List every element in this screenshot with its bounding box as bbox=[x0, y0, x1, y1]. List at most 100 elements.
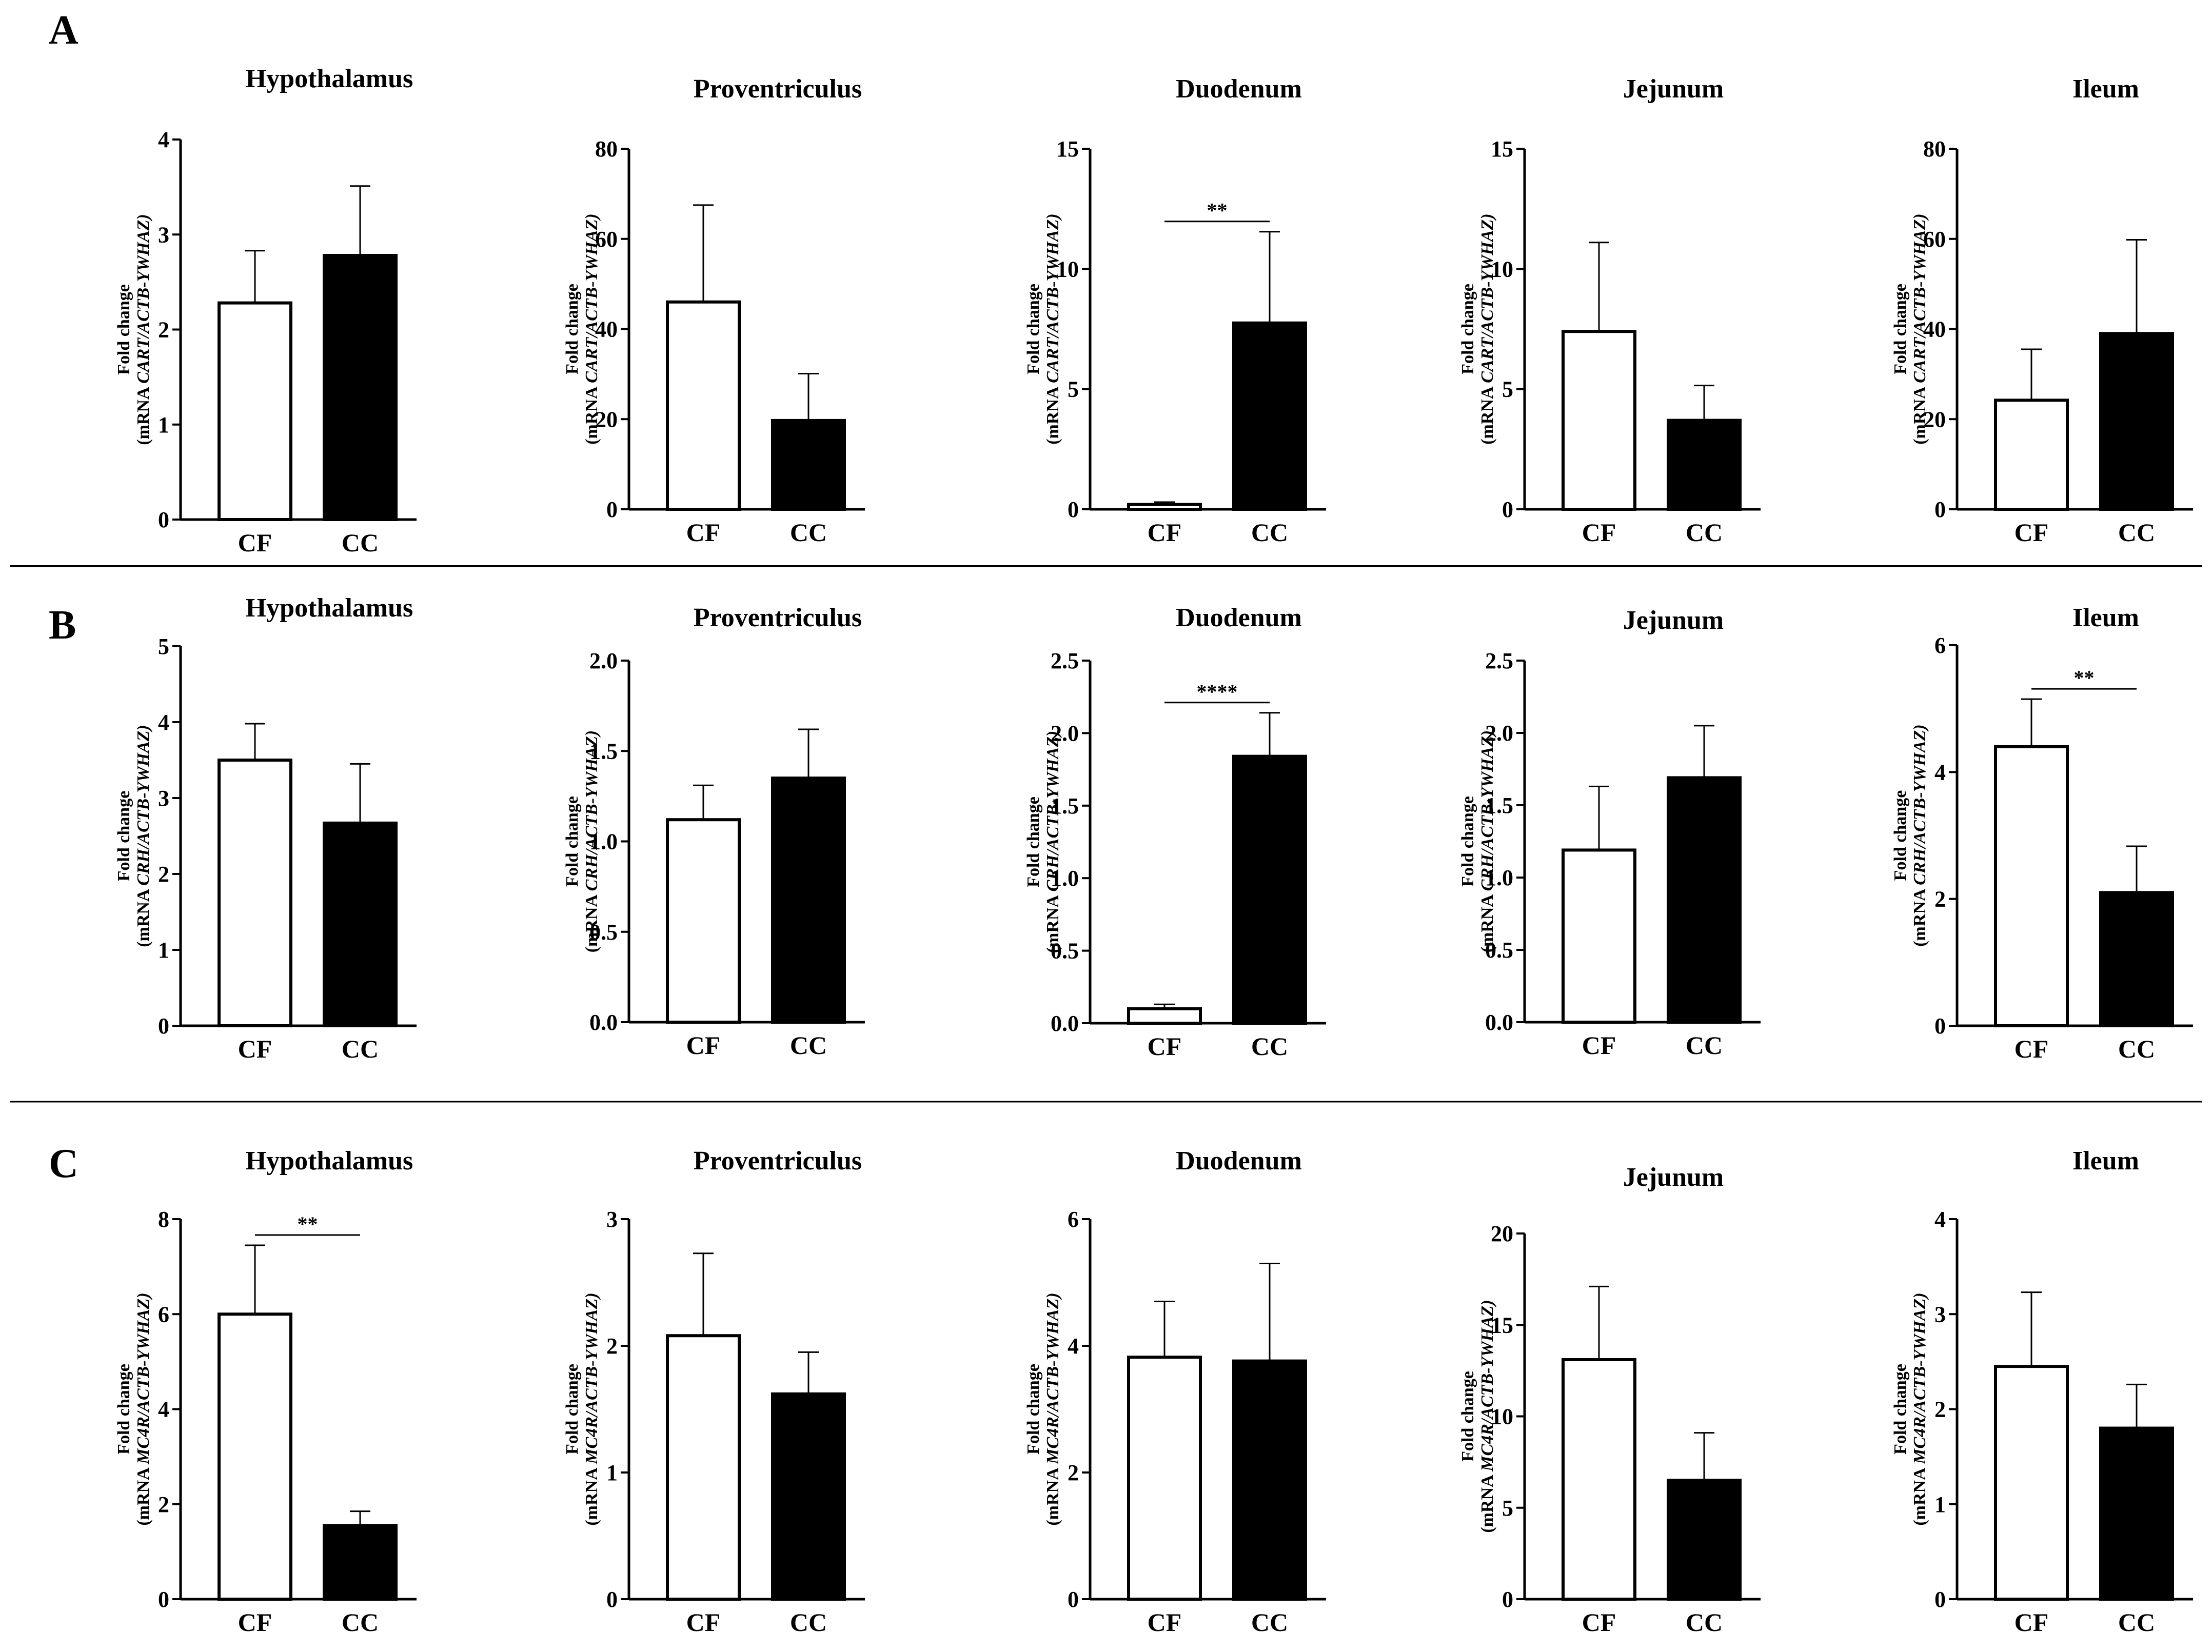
bar-cf bbox=[1562, 848, 1636, 1024]
bar-cf bbox=[1562, 330, 1636, 511]
y-tick-label: 0 bbox=[1502, 1587, 1513, 1612]
y-tick-label: 1.5 bbox=[1485, 793, 1513, 818]
y-tick-label: 1.0 bbox=[1485, 865, 1513, 890]
y-tick-label: 40 bbox=[1923, 317, 1946, 342]
bar-cc bbox=[323, 254, 398, 521]
category-label-cf: CF bbox=[686, 518, 721, 547]
y-tick-label: 5 bbox=[1502, 377, 1513, 402]
category-label-cf: CF bbox=[2014, 1034, 2049, 1063]
bar-cc bbox=[1232, 754, 1307, 1025]
chart-b-proventriculus: Proventriculus Fold change(mRNA CRH/ACTB-… bbox=[563, 603, 865, 1060]
chart-b-duodenum: Duodenum Fold change(mRNA CRH/ACTB-YWHAZ)… bbox=[1024, 603, 1326, 1061]
chart-c-proventriculus: Proventriculus Fold change(mRNA MC4R/ACTB… bbox=[563, 1146, 865, 1637]
y-tick-label: 1 bbox=[158, 938, 169, 963]
significance-label: **** bbox=[1197, 680, 1238, 703]
bar-cc bbox=[771, 777, 846, 1024]
y-tick-label: 2.5 bbox=[1485, 648, 1513, 673]
y-tick-label: 2 bbox=[1934, 887, 1946, 912]
significance-label: ** bbox=[2074, 666, 2095, 689]
category-label-cc: CC bbox=[1251, 518, 1288, 547]
significance-label: ** bbox=[298, 1212, 318, 1236]
y-tick-label: 20 bbox=[595, 407, 618, 432]
category-label-cf: CF bbox=[1148, 1032, 1182, 1061]
chart-a-ileum: Ileum Fold change(mRNA CART/ACTB-YWHAZ) 0 2… bbox=[1891, 74, 2193, 547]
chart-title: Duodenum bbox=[1176, 603, 1302, 632]
bar-cc bbox=[323, 821, 398, 1027]
panel-letter-b: B bbox=[49, 603, 76, 648]
bar-cf bbox=[1127, 503, 1202, 511]
y-tick-label: 3 bbox=[1934, 1302, 1946, 1327]
y-tick-label: 2.0 bbox=[589, 648, 618, 673]
y-axis-label: Fold change(mRNA CART/ACTB-YWHAZ) bbox=[1891, 213, 1929, 445]
category-label-cc: CC bbox=[1686, 1608, 1723, 1637]
category-label-cc: CC bbox=[1251, 1032, 1288, 1061]
panel-letter-c: C bbox=[49, 1141, 78, 1186]
charts: Hypothalamus Fold change(mRNA CART/ACTB-Y… bbox=[114, 64, 2193, 1637]
category-label-cc: CC bbox=[1686, 1031, 1723, 1060]
category-label-cc: CC bbox=[342, 1034, 379, 1063]
y-tick-label: 10 bbox=[1491, 1404, 1513, 1429]
panel-letters: A B C bbox=[49, 8, 78, 1186]
category-label-cf: CF bbox=[238, 1608, 272, 1637]
y-tick-label: 4 bbox=[158, 127, 169, 152]
panel-dividers bbox=[10, 565, 2202, 1103]
y-tick-label: 1 bbox=[1934, 1492, 1946, 1517]
y-tick-label: 15 bbox=[1056, 136, 1079, 162]
bar-cf bbox=[1127, 1356, 1202, 1601]
bar-cf bbox=[1994, 1365, 2069, 1601]
y-tick-label: 60 bbox=[1923, 227, 1946, 252]
category-label-cc: CC bbox=[1251, 1608, 1288, 1637]
y-tick-label: 0.5 bbox=[589, 920, 618, 945]
bar-cf bbox=[1994, 745, 2069, 1028]
y-tick-label: 2 bbox=[1068, 1460, 1079, 1485]
y-tick-label: 2 bbox=[158, 317, 169, 343]
y-tick-label: 15 bbox=[1491, 136, 1513, 162]
y-tick-label: 20 bbox=[1923, 407, 1946, 432]
y-tick-label: 0 bbox=[606, 1587, 618, 1612]
y-axis-label: Fold change(mRNA MC4R/ACTB-YWHAZ) bbox=[1458, 1300, 1497, 1532]
bar-cc bbox=[2099, 332, 2174, 511]
y-tick-label: 1 bbox=[158, 412, 169, 437]
y-axis-label: Fold change(mRNA CRH/ACTB-YWHAZ) bbox=[1024, 731, 1062, 953]
y-tick-label: 0 bbox=[1068, 1587, 1079, 1612]
y-tick-label: 2 bbox=[1934, 1397, 1946, 1422]
chart-c-duodenum: Duodenum Fold change(mRNA MC4R/ACTB-YWHAZ… bbox=[1024, 1146, 1326, 1637]
bar-cf bbox=[218, 759, 292, 1027]
y-tick-label: 0.5 bbox=[1051, 939, 1079, 964]
bar-cc bbox=[771, 419, 846, 511]
chart-c-ileum: Ileum Fold change(mRNA MC4R/ACTB-YWHAZ) 0 1… bbox=[1891, 1146, 2193, 1637]
bar-cc bbox=[1232, 321, 1307, 511]
chart-c-hypothalamus: Hypothalamus Fold change(mRNA MC4R/ACTB-Y… bbox=[114, 1146, 417, 1637]
bar-cf bbox=[1127, 1007, 1202, 1025]
bar-cf bbox=[666, 300, 741, 511]
bar-cc bbox=[771, 1392, 846, 1601]
y-tick-label: 3 bbox=[606, 1207, 618, 1232]
y-tick-label: 3 bbox=[158, 786, 169, 811]
category-label-cc: CC bbox=[342, 528, 379, 557]
significance-label: ** bbox=[1207, 199, 1228, 222]
category-label-cf: CF bbox=[1148, 518, 1182, 547]
y-tick-label: 1.5 bbox=[589, 739, 618, 764]
chart-title: Hypothalamus bbox=[246, 64, 413, 93]
y-tick-label: 6 bbox=[1068, 1207, 1079, 1232]
y-axis-label: Fold change(mRNA CART/ACTB-YWHAZ) bbox=[1458, 213, 1497, 445]
y-tick-label: 8 bbox=[158, 1207, 169, 1232]
y-tick-label: 2.0 bbox=[1485, 721, 1513, 746]
bar-cf bbox=[218, 301, 292, 521]
y-tick-label: 4 bbox=[1934, 1207, 1946, 1232]
chart-title: Hypothalamus bbox=[246, 1146, 413, 1176]
y-tick-label: 10 bbox=[1491, 256, 1513, 282]
y-axis-label: Fold change(mRNA CART/ACTB-YWHAZ) bbox=[1024, 213, 1062, 445]
category-label-cf: CF bbox=[686, 1031, 721, 1060]
y-tick-label: 2.0 bbox=[1051, 721, 1079, 746]
category-label-cc: CC bbox=[2118, 518, 2155, 547]
category-label-cc: CC bbox=[790, 1031, 827, 1060]
y-tick-label: 5 bbox=[1502, 1496, 1513, 1521]
y-tick-label: 1.0 bbox=[1051, 866, 1079, 891]
chart-title: Proventriculus bbox=[694, 1146, 862, 1176]
chart-title: Jejunum bbox=[1623, 1163, 1724, 1192]
y-tick-label: 1.0 bbox=[589, 829, 618, 854]
bar-cc bbox=[2099, 1426, 2174, 1601]
chart-a-hypothalamus: Hypothalamus Fold change(mRNA CART/ACTB-Y… bbox=[114, 64, 417, 557]
